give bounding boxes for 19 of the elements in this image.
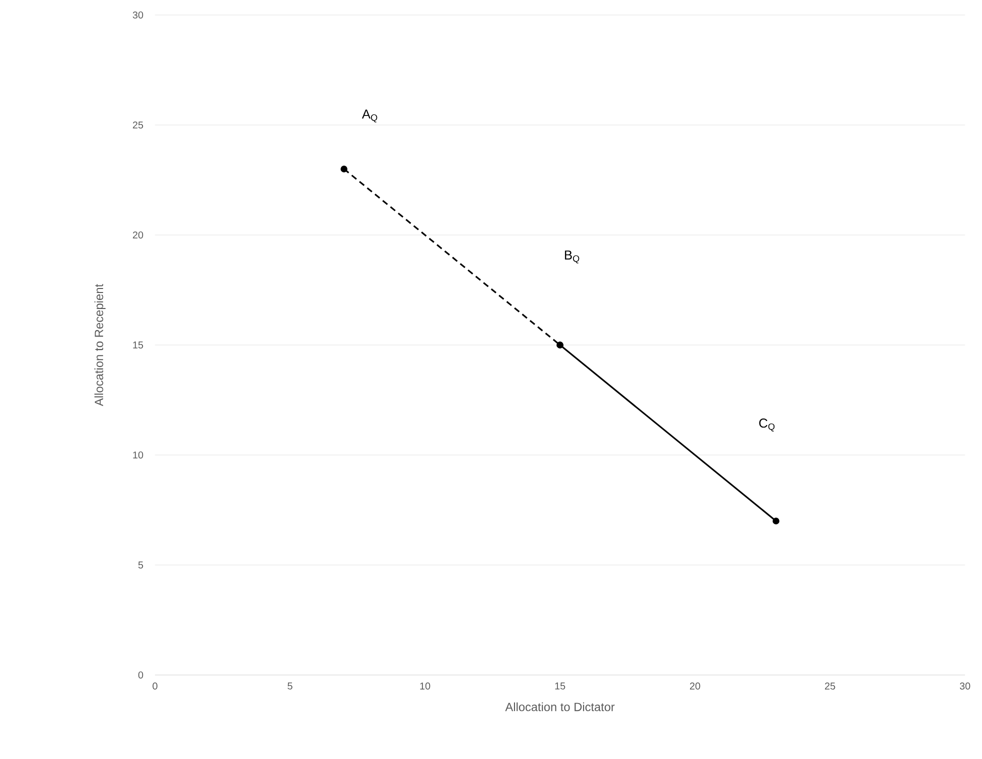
- x-tick-label: 30: [960, 682, 970, 690]
- y-tick-label: 0: [138, 671, 144, 679]
- x-tick-label: 0: [152, 682, 158, 690]
- annotation: B$_{Q}$: [564, 250, 580, 264]
- x-tick-label: 25: [824, 682, 836, 690]
- y-axis-title: Allocation to Recepient: [94, 284, 106, 406]
- y-tick-label: 20: [132, 231, 144, 239]
- y-tick-label: 25: [132, 121, 144, 129]
- x-tick-label: 15: [555, 682, 566, 690]
- x-tick-label: 5: [288, 682, 292, 690]
- annotation: C$_{Q}$: [759, 418, 775, 432]
- y-tick-label: 10: [133, 451, 144, 459]
- y-tick-label: 15: [133, 342, 144, 348]
- y-tick-label: 30: [132, 11, 144, 19]
- y-tick-label: 5: [138, 562, 144, 568]
- annotation: A$_{Q}$: [362, 110, 378, 122]
- x-tick-label: 20: [690, 682, 700, 690]
- x-tick-label: 10: [420, 682, 430, 690]
- x-axis-title: Allocation to Dictator: [505, 702, 615, 712]
